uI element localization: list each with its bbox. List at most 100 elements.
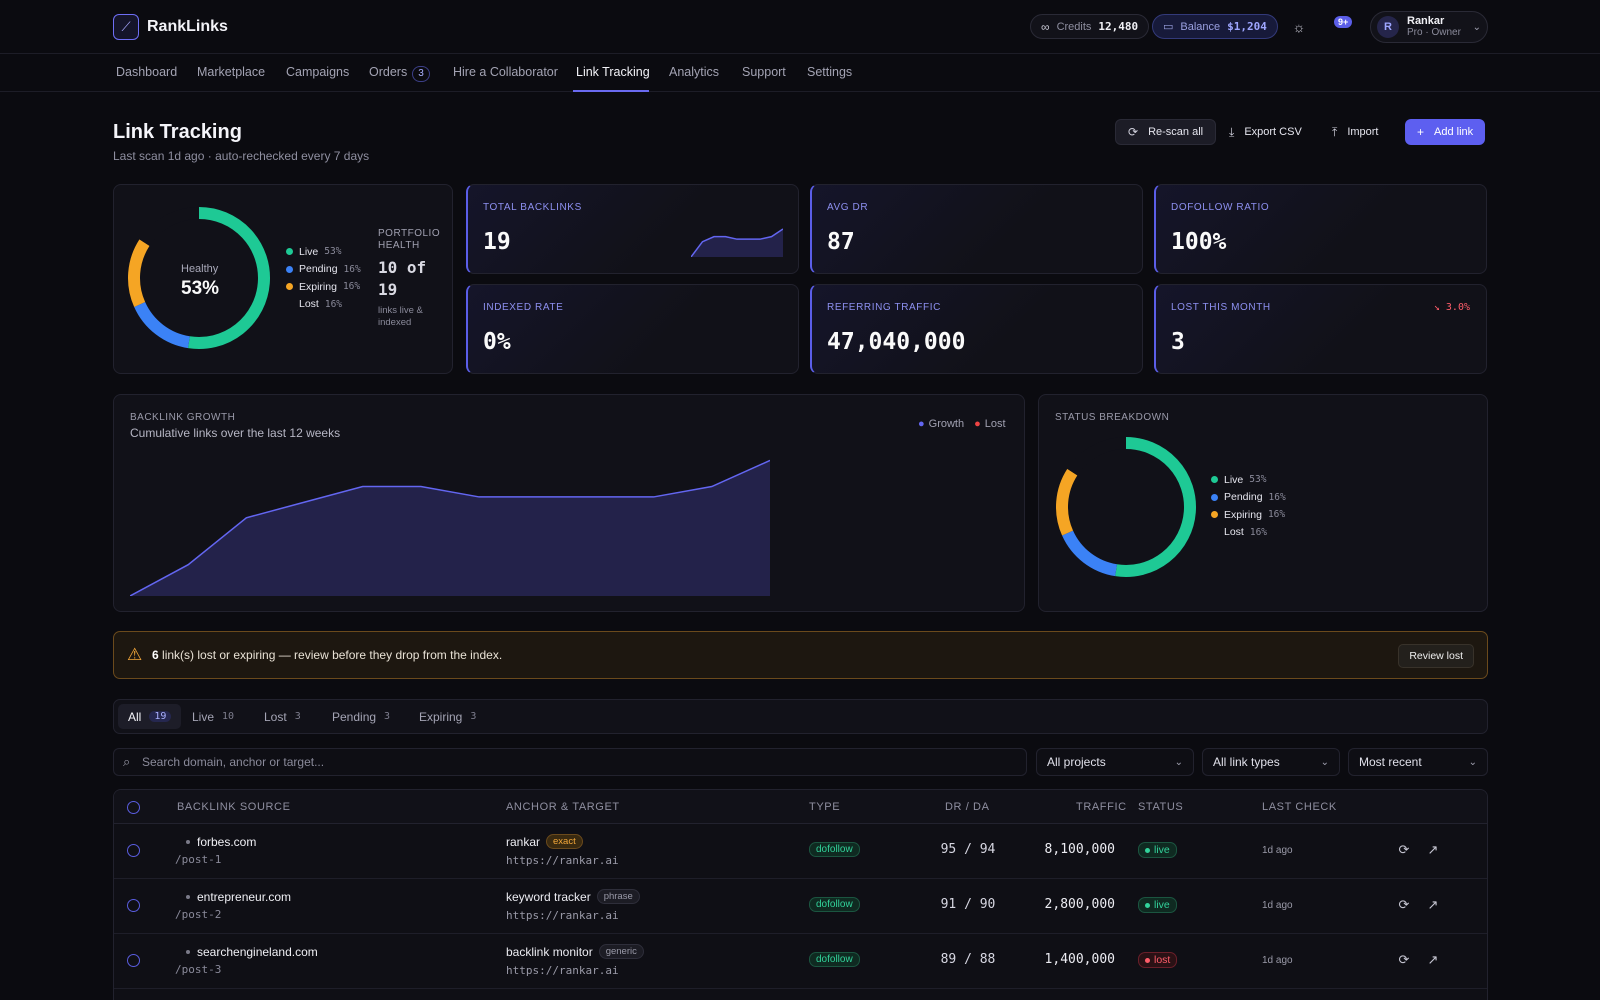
chevron-down-icon: ⌄	[1468, 756, 1477, 768]
tab-all[interactable]: All 19	[118, 704, 182, 729]
tab-count: 3	[470, 711, 477, 722]
traffic-value: 8,100,000	[1044, 842, 1115, 857]
import-label: Import	[1347, 126, 1379, 138]
header-anchor[interactable]: ANCHOR & TARGET	[506, 801, 620, 813]
orders-count-badge: 3	[412, 66, 430, 82]
nav-marketplace[interactable]: Marketplace	[197, 65, 266, 79]
growth-subtitle: Cumulative links over the last 12 weeks	[130, 426, 341, 440]
app-logo[interactable]: ⟋ RankLinks	[113, 14, 228, 40]
stat-label: TOTAL BACKLINKS	[483, 202, 582, 213]
status-text: live	[1154, 899, 1170, 911]
tab-count: 10	[222, 711, 235, 722]
import-button[interactable]: ⤒ Import	[1320, 119, 1391, 145]
stat-value: 3	[1171, 329, 1185, 355]
recheck-icon[interactable]: ⟳	[1398, 897, 1410, 912]
source-domain[interactable]: searchengineland.com	[186, 945, 318, 959]
row-checkbox[interactable]	[127, 954, 140, 967]
table-row[interactable]: searchengineland.com /post-3 backlink mo…	[114, 934, 1487, 989]
live-dot-icon	[286, 248, 293, 256]
donut-segment-live	[1115, 437, 1196, 577]
health-center-label: Healthy	[181, 263, 219, 275]
recheck-icon[interactable]: ⟳	[1398, 952, 1410, 967]
alert-message: link(s) lost or expiring — review before…	[158, 648, 503, 662]
breakdown-label: STATUS BREAKDOWN	[1055, 412, 1170, 423]
breakdown-legend: Live 53% Pending 16% Expiring 16% Lost 16%	[1211, 471, 1286, 541]
header-type[interactable]: TYPE	[809, 801, 841, 813]
tab-count: 3	[384, 711, 391, 722]
legend-lost-label: Lost	[984, 418, 1006, 430]
external-link-icon[interactable]: ↗	[1427, 842, 1439, 857]
target-url[interactable]: https://rankar.ai	[506, 909, 619, 922]
nav-campaigns[interactable]: Campaigns	[286, 65, 350, 79]
legend-pct: 16%	[1249, 526, 1268, 538]
donut-segment-lost	[139, 207, 200, 247]
growth-area	[130, 460, 770, 596]
health-center-value: 53%	[181, 278, 220, 299]
add-link-label: Add link	[1434, 126, 1474, 138]
last-check: 1d ago	[1262, 955, 1293, 966]
dr-da-value: 95 / 94	[940, 842, 996, 857]
notification-badge[interactable]: 9+	[1334, 16, 1353, 28]
table-row[interactable]: entrepreneur.com /post-2 keyword tracker…	[114, 879, 1487, 934]
nav-hire-collaborator[interactable]: Hire a Collaborator	[453, 65, 558, 79]
credits-pill[interactable]: ∞ Credits 12,480	[1030, 14, 1150, 39]
user-role: Pro · Owner	[1407, 27, 1461, 38]
growth-area-chart	[130, 459, 770, 596]
tab-live[interactable]: Live 10	[182, 704, 244, 729]
select-all-checkbox[interactable]	[127, 801, 140, 814]
sort-select[interactable]: Most recent ⌄	[1348, 748, 1488, 776]
recheck-icon[interactable]: ⟳	[1398, 842, 1410, 857]
donut-segment-expiring	[1056, 468, 1078, 536]
alert-text: 6 link(s) lost or expiring — review befo…	[152, 648, 502, 662]
search-input[interactable]	[142, 749, 1012, 775]
balance-pill[interactable]: ▭ Balance $1,204	[1152, 14, 1278, 39]
header-source[interactable]: BACKLINK SOURCE	[177, 801, 291, 813]
project-select[interactable]: All projects ⌄	[1036, 748, 1194, 776]
row-checkbox[interactable]	[127, 844, 140, 857]
nav-orders[interactable]: Orders 3	[369, 65, 430, 82]
link-type-select[interactable]: All link types ⌄	[1202, 748, 1340, 776]
legend-label: Expiring	[299, 280, 337, 293]
project-select-value: All projects	[1047, 755, 1106, 769]
credits-value: 12,480	[1098, 20, 1139, 33]
tab-lost[interactable]: Lost 3	[254, 704, 311, 729]
nav-settings[interactable]: Settings	[807, 65, 853, 79]
legend-label: Pending	[299, 263, 338, 276]
stat-lost-this-month: LOST THIS MONTH ↘ 3.0% 3	[1154, 284, 1487, 374]
theme-toggle-sun-icon[interactable]: ☼	[1292, 19, 1306, 35]
external-link-icon[interactable]: ↗	[1427, 897, 1439, 912]
nav-link-tracking[interactable]: Link Tracking	[576, 65, 650, 79]
target-url[interactable]: https://rankar.ai	[506, 964, 619, 977]
add-link-button[interactable]: + Add link	[1405, 119, 1486, 145]
table-row[interactable]: forbes.com /post-1 rankar exact https://r…	[114, 824, 1487, 879]
nav-support[interactable]: Support	[742, 65, 786, 79]
user-menu[interactable]: R Rankar Pro · Owner ⌄	[1370, 11, 1488, 43]
tab-expiring[interactable]: Expiring 3	[409, 704, 486, 729]
stat-label: LOST THIS MONTH	[1171, 302, 1271, 313]
export-csv-button[interactable]: ⤓ Export CSV	[1217, 119, 1314, 145]
source-path: /post-3	[175, 963, 222, 976]
target-url[interactable]: https://rankar.ai	[506, 854, 619, 867]
nav-dashboard[interactable]: Dashboard	[116, 65, 178, 79]
source-domain[interactable]: forbes.com	[186, 835, 256, 849]
legend-growth[interactable]: ● Growth	[918, 418, 964, 430]
nav-analytics[interactable]: Analytics	[669, 65, 720, 79]
header-last-check[interactable]: LAST CHECK	[1262, 801, 1337, 813]
legend-lost[interactable]: ● Lost	[974, 418, 1005, 430]
header-traffic[interactable]: TRAFFIC	[1076, 801, 1127, 813]
header-status[interactable]: STATUS	[1138, 801, 1184, 813]
tab-count: 3	[294, 711, 301, 722]
dr-da-value: 89 / 88	[940, 952, 996, 967]
alert-count: 6	[152, 648, 159, 662]
chevron-down-icon: ⌄	[1174, 756, 1183, 768]
review-lost-button[interactable]: Review lost	[1398, 644, 1474, 668]
rescan-all-button[interactable]: ⟳ Re-scan all	[1115, 119, 1217, 145]
tab-pending[interactable]: Pending 3	[322, 704, 400, 729]
stat-avg-dr: AVG DR 87	[810, 184, 1143, 274]
main-nav: Dashboard Marketplace Campaigns Orders 3 …	[0, 54, 1600, 92]
active-tab-indicator	[573, 90, 649, 92]
external-link-icon[interactable]: ↗	[1427, 952, 1439, 967]
header-drda[interactable]: DR / DA	[945, 801, 990, 813]
source-domain[interactable]: entrepreneur.com	[186, 890, 291, 904]
row-checkbox[interactable]	[127, 899, 140, 912]
